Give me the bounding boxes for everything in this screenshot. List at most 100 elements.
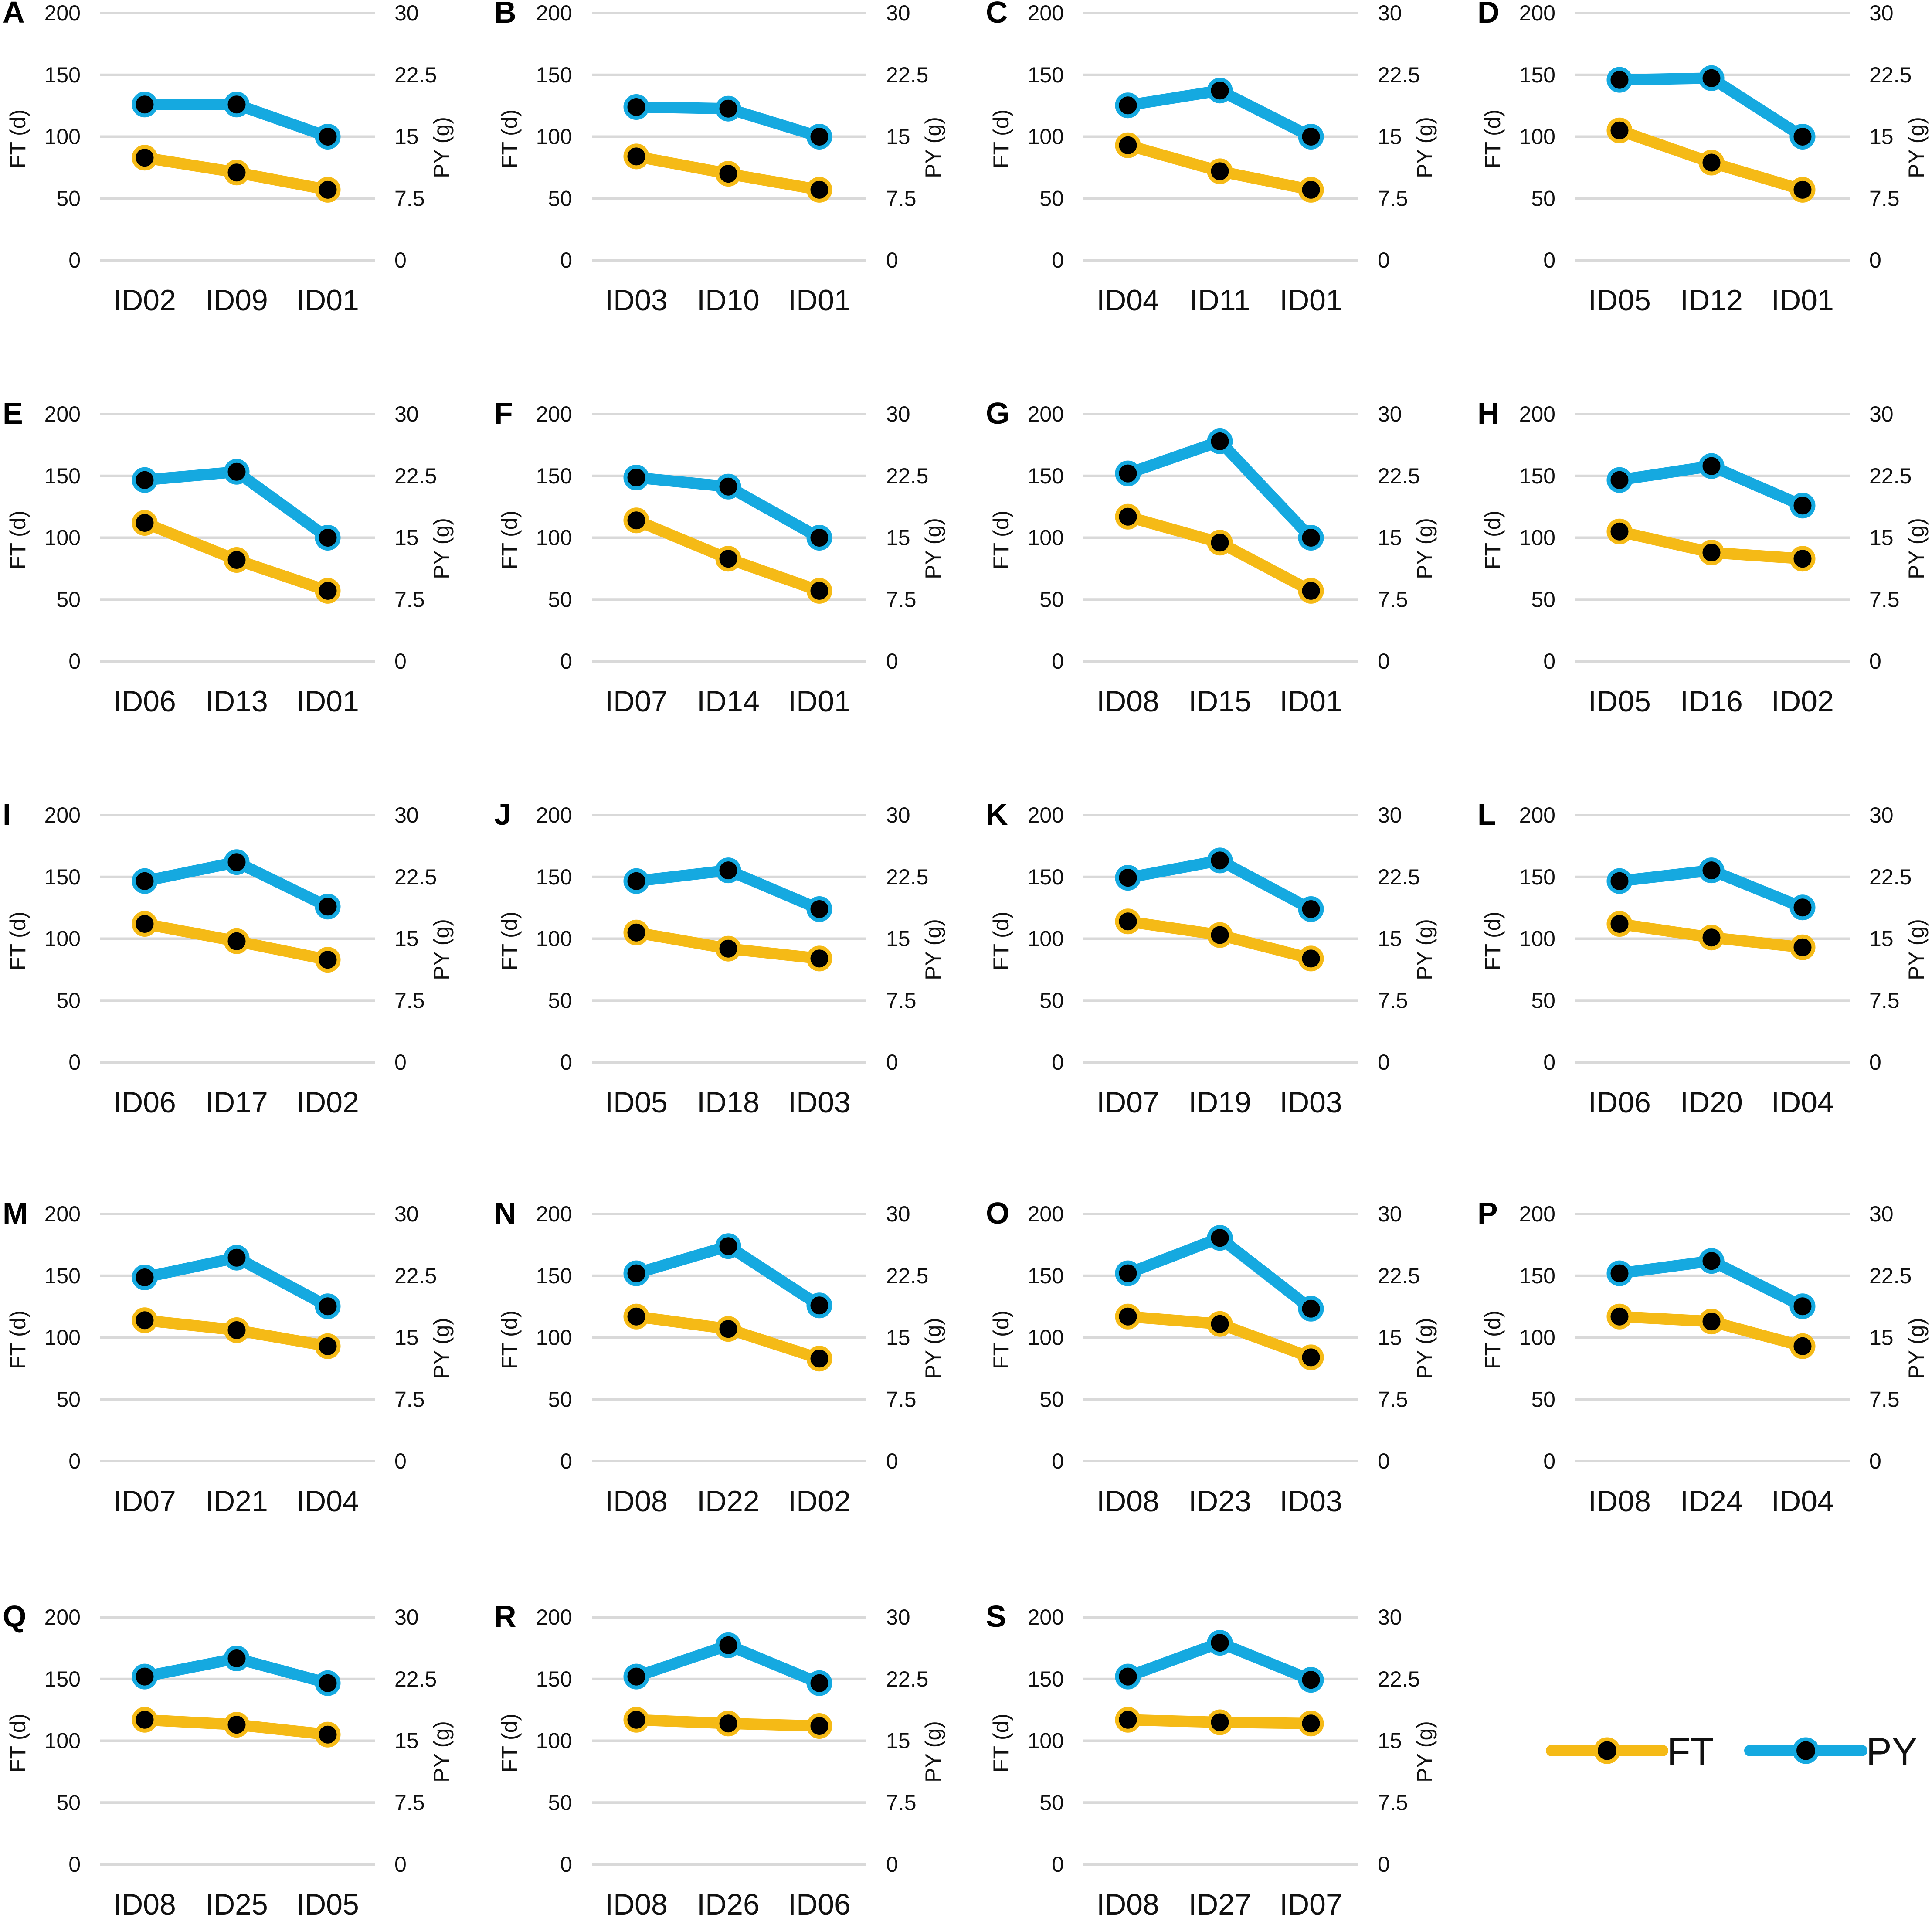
x-tick-label: ID16 xyxy=(1680,685,1743,718)
data-point-ft xyxy=(1606,1303,1633,1330)
y-tick-label: 0 xyxy=(1052,248,1064,272)
data-point-ft xyxy=(132,1707,158,1733)
x-tick-label: ID08 xyxy=(113,1888,176,1918)
data-point-ft xyxy=(315,177,341,203)
y2-tick-label: 30 xyxy=(886,1,910,25)
data-point-ft xyxy=(1698,540,1725,565)
x-tick-label: ID03 xyxy=(605,284,668,317)
y-tick-label: 150 xyxy=(1519,1264,1555,1288)
y2-axis-label: PY (g) xyxy=(1412,1721,1437,1782)
panel-C: C 0 0 50 7.5 100 15 150 22.5 200 30 FT (d) PY (g) ID0… xyxy=(986,0,1437,317)
y-tick-label: 0 xyxy=(68,649,81,673)
x-tick-label: ID23 xyxy=(1188,1485,1251,1518)
y-tick-label: 200 xyxy=(44,402,81,426)
data-point-ft xyxy=(1207,922,1233,948)
data-point-ft xyxy=(1207,1709,1233,1735)
data-point-py xyxy=(1207,1630,1233,1656)
y2-tick-label: 0 xyxy=(886,1449,898,1473)
data-point-py xyxy=(806,896,832,922)
data-point-py xyxy=(224,1245,250,1271)
data-point-py xyxy=(1298,525,1324,551)
panel-label: L xyxy=(1477,797,1496,831)
y-tick-label: 150 xyxy=(44,1264,81,1288)
data-point-ft xyxy=(315,947,341,973)
x-tick-label: ID12 xyxy=(1680,284,1743,317)
data-point-py xyxy=(224,459,250,485)
data-point-py xyxy=(1298,1667,1324,1693)
y2-tick-label: 15 xyxy=(1378,1326,1402,1350)
y-tick-label: 100 xyxy=(1519,927,1555,951)
x-tick-label: ID04 xyxy=(1097,284,1159,317)
data-point-py xyxy=(132,1265,158,1290)
panel-I: I 0 0 50 7.5 100 15 150 22.5 200 30 FT (d) PY (g) ID0… xyxy=(3,797,454,1119)
data-point-py xyxy=(715,1233,741,1259)
data-point-py xyxy=(1606,868,1633,894)
x-tick-label: ID01 xyxy=(296,685,359,718)
y-tick-label: 0 xyxy=(68,1050,81,1075)
panel-H: H 0 0 50 7.5 100 15 150 22.5 200 30 FT (d) PY (g) ID0… xyxy=(1477,396,1929,718)
panel-R: R 0 0 50 7.5 100 15 150 22.5 200 30 FT (d) PY (g) ID0… xyxy=(494,1599,945,1918)
data-point-ft xyxy=(715,546,741,572)
data-point-py xyxy=(1698,65,1725,91)
y-tick-label: 100 xyxy=(536,125,572,149)
y-axis-label: FT (d) xyxy=(497,1714,522,1772)
data-point-ft xyxy=(806,578,832,604)
data-point-ft xyxy=(1207,530,1233,556)
y-tick-label: 200 xyxy=(536,803,572,827)
y-tick-label: 50 xyxy=(56,1387,81,1411)
y-tick-label: 100 xyxy=(536,1326,572,1350)
y2-tick-label: 22.5 xyxy=(394,865,437,889)
y2-tick-label: 7.5 xyxy=(1378,1790,1408,1815)
y-tick-label: 150 xyxy=(1028,865,1064,889)
x-tick-label: ID09 xyxy=(205,284,268,317)
y2-tick-label: 30 xyxy=(394,803,419,827)
x-tick-label: ID17 xyxy=(205,1086,268,1119)
y2-tick-label: 7.5 xyxy=(394,988,425,1013)
data-point-ft xyxy=(132,145,158,171)
y-axis-label: FT (d) xyxy=(989,911,1013,970)
y2-tick-label: 30 xyxy=(1378,1202,1402,1226)
y-tick-label: 0 xyxy=(68,1852,81,1877)
data-point-ft xyxy=(1789,934,1816,960)
data-point-ft xyxy=(715,161,741,187)
y2-tick-label: 30 xyxy=(1378,803,1402,827)
y2-axis-label: PY (g) xyxy=(1412,117,1437,178)
data-point-ft xyxy=(806,1713,832,1739)
data-point-ft xyxy=(1298,1711,1324,1737)
y-axis-label: FT (d) xyxy=(497,1310,522,1369)
data-point-py xyxy=(1606,467,1633,493)
y2-tick-label: 30 xyxy=(1869,803,1894,827)
y-tick-label: 0 xyxy=(560,649,572,673)
x-tick-label: ID02 xyxy=(296,1086,359,1119)
panel-L: L 0 0 50 7.5 100 15 150 22.5 200 30 FT (d) PY (g) ID0… xyxy=(1477,797,1929,1119)
x-tick-label: ID01 xyxy=(788,284,851,317)
legend-label: PY xyxy=(1866,1730,1917,1773)
y-tick-label: 150 xyxy=(1519,464,1555,488)
y-tick-label: 150 xyxy=(44,464,81,488)
y-tick-label: 150 xyxy=(536,63,572,87)
y-tick-label: 150 xyxy=(44,865,81,889)
y-tick-label: 100 xyxy=(44,1326,81,1350)
panel-A: A 0 0 50 7.5 100 15 150 22.5 200 30 FT (d) PY (g) ID0… xyxy=(3,0,454,317)
panel-label: P xyxy=(1477,1196,1498,1230)
y2-tick-label: 0 xyxy=(1869,649,1881,673)
y-tick-label: 150 xyxy=(44,1667,81,1691)
y2-tick-label: 7.5 xyxy=(886,1790,917,1815)
y2-tick-label: 7.5 xyxy=(1378,1387,1408,1411)
y-tick-label: 200 xyxy=(1028,1,1064,25)
y2-tick-label: 0 xyxy=(394,649,407,673)
x-tick-label: ID06 xyxy=(788,1888,851,1918)
data-point-py xyxy=(1698,857,1725,884)
y2-tick-label: 30 xyxy=(394,1605,419,1629)
data-point-py xyxy=(623,868,649,894)
x-tick-label: ID15 xyxy=(1188,685,1251,718)
data-point-py xyxy=(224,849,250,875)
y-tick-label: 200 xyxy=(44,1605,81,1629)
y-tick-label: 150 xyxy=(1519,865,1555,889)
x-tick-label: ID13 xyxy=(205,685,268,718)
data-point-py xyxy=(715,857,741,884)
y2-axis-label: PY (g) xyxy=(429,1721,454,1782)
y2-tick-label: 7.5 xyxy=(1869,587,1900,612)
y2-tick-label: 15 xyxy=(1869,125,1894,149)
data-point-py xyxy=(224,1646,250,1671)
